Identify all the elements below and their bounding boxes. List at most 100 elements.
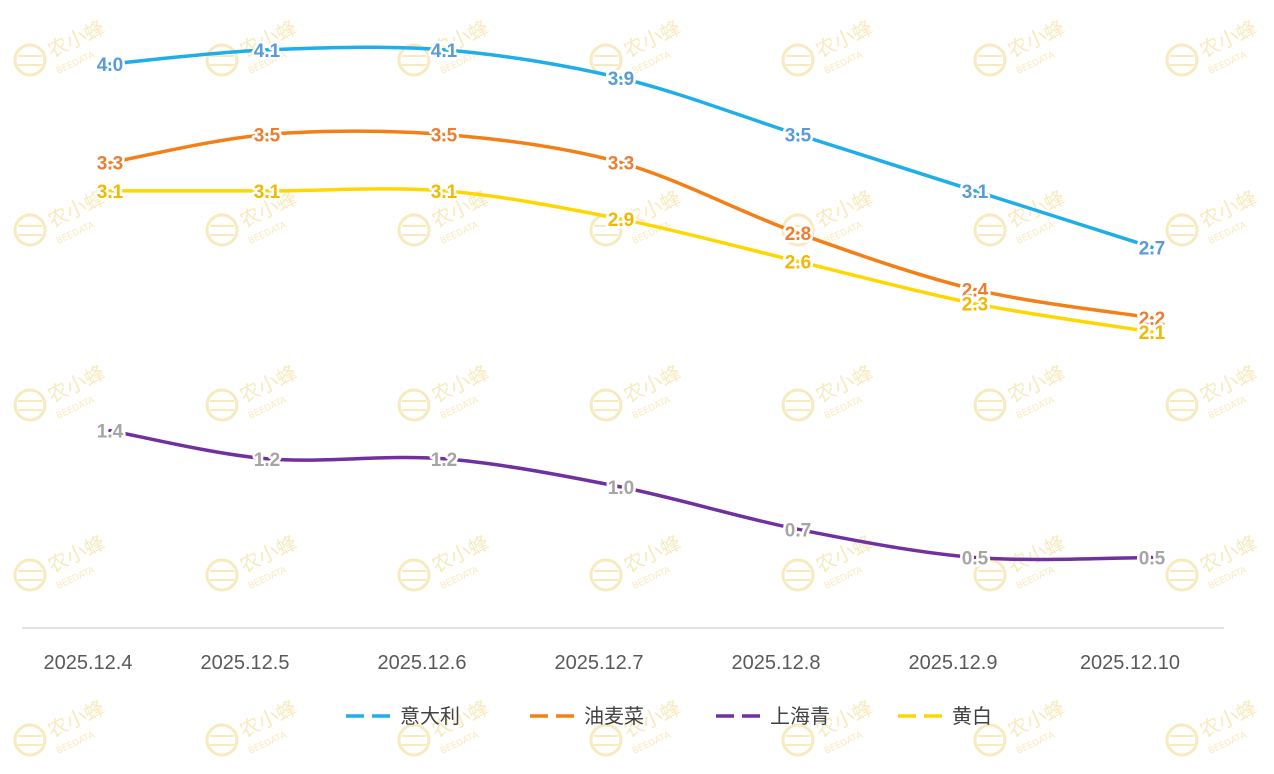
watermark-text: 农小蜂 [620, 360, 685, 407]
bee-icon [1165, 43, 1199, 77]
bee-icon [13, 723, 47, 757]
bee-icon [205, 213, 239, 247]
bee-icon [589, 723, 623, 757]
data-label: 2.9 [608, 210, 634, 231]
bee-icon [397, 558, 431, 592]
legend-label: 上海青 [770, 704, 830, 728]
watermark-text: 农小蜂 [812, 360, 877, 407]
data-label-halo: 3.3 [97, 154, 123, 175]
bee-icon [13, 558, 47, 592]
x-tick-label: 2025.12.7 [555, 652, 644, 674]
data-label-halo: 3.1 [431, 182, 458, 203]
watermark-text: 农小蜂 [620, 15, 685, 62]
legend-item: 黄白 [898, 704, 992, 728]
watermark-text: 农小蜂 [620, 530, 685, 577]
bee-icon [781, 388, 815, 422]
data-label: 4.1 [254, 41, 281, 62]
data-label: 4.0 [97, 55, 123, 76]
data-label: 0.7 [785, 520, 811, 541]
data-label-halo: 4.1 [254, 41, 281, 62]
watermark-text: 农小蜂 [236, 695, 301, 742]
data-label-halo: 1.2 [431, 450, 457, 471]
series-line-0 [108, 45, 1154, 250]
bee-icon [973, 723, 1007, 757]
data-label: 3.1 [431, 182, 458, 203]
watermark-text: 农小蜂 [1196, 15, 1261, 62]
data-label: 3.1 [97, 182, 124, 203]
bee-icon [973, 213, 1007, 247]
bee-icon [781, 723, 815, 757]
data-label: 3.1 [962, 182, 989, 203]
bee-icon [781, 558, 815, 592]
watermark-text: 农小蜂 [1004, 530, 1069, 577]
data-label: 1.2 [431, 450, 457, 471]
bee-icon [397, 213, 431, 247]
watermark-text: 农小蜂 [1196, 360, 1261, 407]
data-label: 2.6 [785, 252, 811, 273]
watermark-text: 农小蜂 [236, 530, 301, 577]
watermark-text: 农小蜂 [236, 360, 301, 407]
legend-label: 油麦菜 [584, 704, 644, 728]
bee-icon [1165, 388, 1199, 422]
data-label: 3.3 [97, 154, 123, 175]
x-tick-label: 2025.12.6 [378, 652, 467, 674]
watermark-text: 农小蜂 [428, 530, 493, 577]
data-label-halo: 3.1 [254, 182, 281, 203]
bee-icon [589, 388, 623, 422]
data-label: 1.2 [254, 450, 280, 471]
data-label: 0.5 [1139, 549, 1166, 570]
data-label: 3.5 [431, 126, 458, 147]
bee-icon [1165, 558, 1199, 592]
data-label: 3.5 [254, 126, 281, 147]
watermark-text: 农小蜂 [1004, 695, 1069, 742]
data-label: 0.5 [962, 549, 989, 570]
bee-icon [205, 558, 239, 592]
bee-icon [13, 43, 47, 77]
data-label-halo: 4.1 [431, 41, 458, 62]
watermark-text: 农小蜂 [44, 360, 109, 407]
bee-icon [973, 43, 1007, 77]
watermark-text: 农小蜂 [44, 530, 109, 577]
watermark-text: 农小蜂 [428, 360, 493, 407]
data-label: 1.0 [608, 478, 634, 499]
bee-icon [1165, 723, 1199, 757]
data-label-halo: 3.5 [254, 126, 281, 147]
data-label-halo: 2.4 [962, 281, 989, 302]
bee-icon [205, 43, 239, 77]
data-label-halo: 4.0 [97, 55, 123, 76]
series-layer [108, 45, 1154, 562]
data-label-halo: 1.0 [608, 478, 634, 499]
bee-icon [205, 723, 239, 757]
data-label-halo: 3.1 [962, 182, 989, 203]
data-label-halo: 2.6 [785, 252, 811, 273]
x-tick-label: 2025.12.8 [732, 652, 821, 674]
data-label: 2.2 [1139, 309, 1165, 330]
data-label-halo: 2.9 [608, 210, 634, 231]
legend-item: 意大利 [346, 704, 460, 728]
watermark-text: 农小蜂 [1196, 695, 1261, 742]
data-label-halo: 2.3 [962, 295, 988, 316]
data-label-halo: 2.2 [1139, 309, 1165, 330]
data-label-halo: 3.3 [608, 154, 634, 175]
legend-label: 意大利 [400, 704, 460, 728]
data-label-halo: 1.4 [97, 422, 124, 443]
watermark-text: 农小蜂 [44, 695, 109, 742]
data-label-halo: 0.5 [962, 549, 989, 570]
data-label: 3.3 [608, 154, 634, 175]
legend-item: 上海青 [716, 704, 830, 728]
watermark-text: 农小蜂 [1196, 185, 1261, 232]
bee-icon [205, 388, 239, 422]
